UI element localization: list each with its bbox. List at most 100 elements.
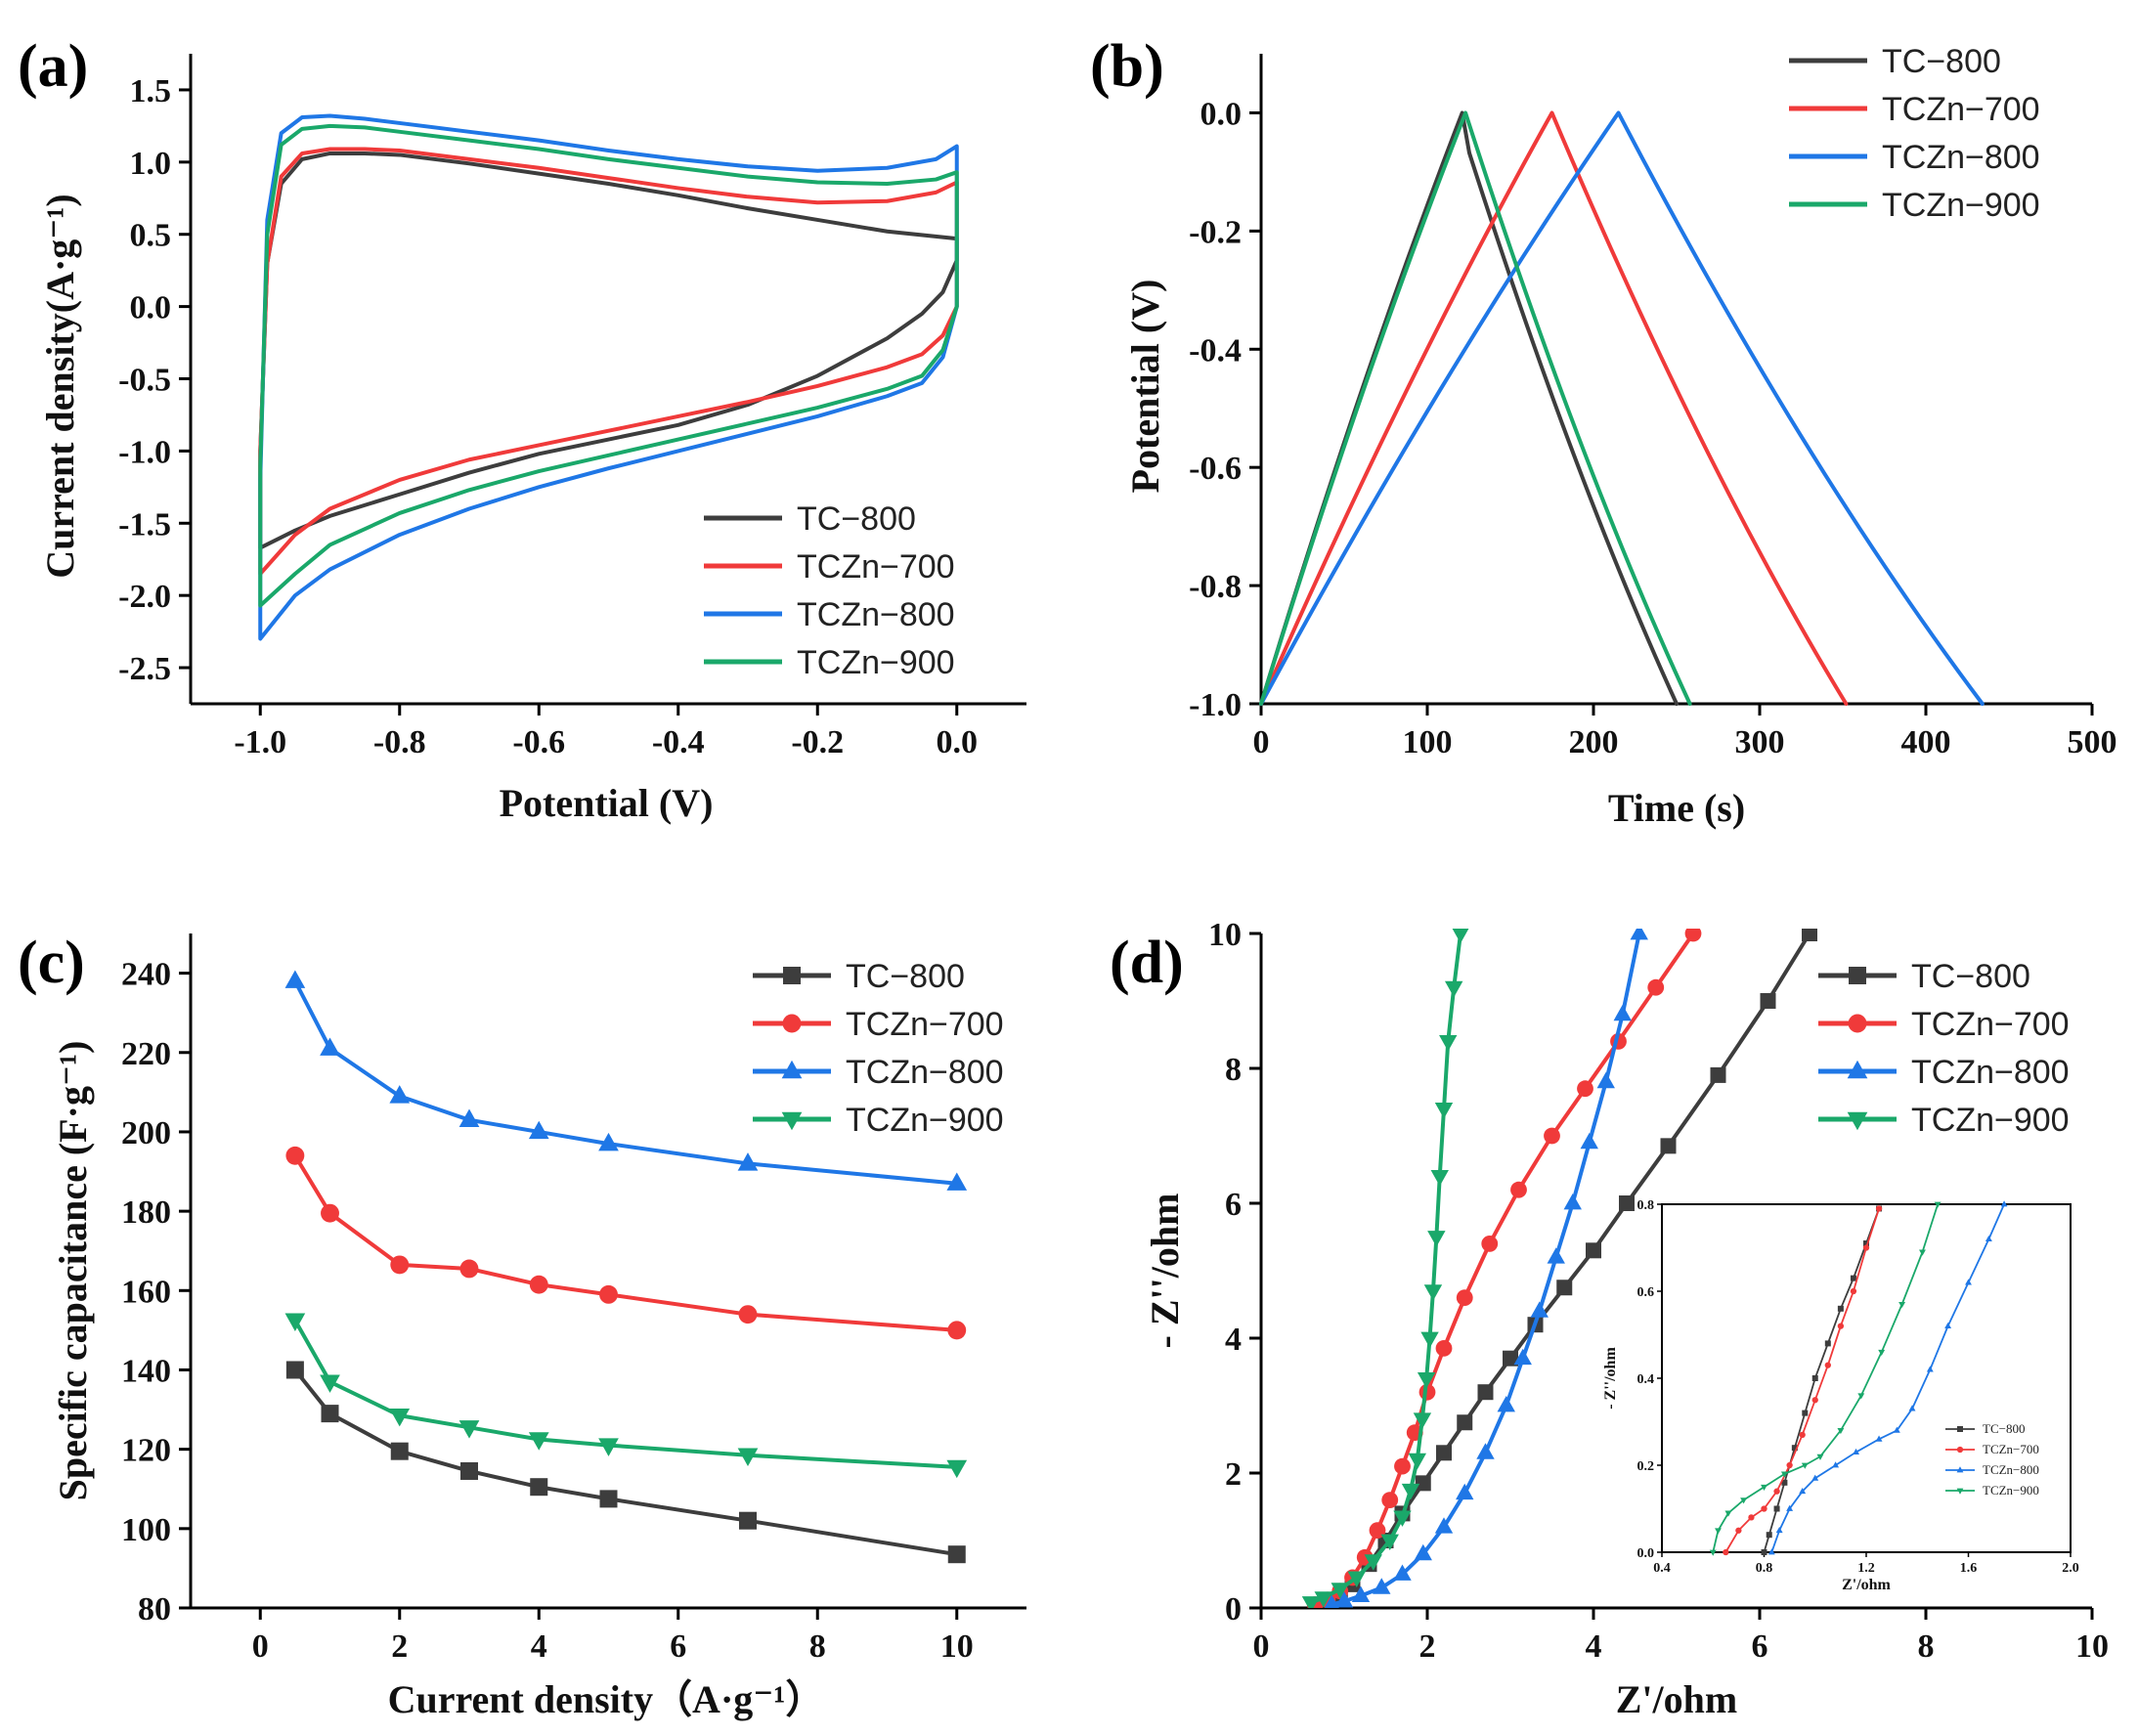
inset-ytick-label: 0.0	[1637, 1546, 1655, 1561]
rate-point-TCZn-900	[598, 1438, 619, 1456]
nyquist-point-TCZn-700	[1481, 1236, 1499, 1252]
inset-point-TC-800	[1766, 1532, 1772, 1539]
rate-line-TCZn-800	[292, 978, 959, 1186]
rate-line-TCZn-700	[292, 1153, 959, 1332]
nyquist-point-TCZn-900	[1331, 1583, 1349, 1599]
inset-point-TCZn-700	[1862, 1244, 1870, 1251]
nyquist-point-TCZn-900	[1452, 929, 1469, 943]
panel-c-x-title: Current density（A·g⁻¹）	[388, 1677, 825, 1721]
nyquist-point-TCZn-800	[1596, 1071, 1615, 1089]
nyquist-point-TC-800	[1503, 1350, 1518, 1367]
panel-b-xtick-label: 200	[1569, 724, 1619, 760]
nyquist-point-TC-800	[1619, 1195, 1635, 1211]
inset-plot: 0.4 0.8 1.2 1.6 2.0 0.0 0.2 0.4 0.6 0.8 Z'/ohm - Z'…	[1602, 1198, 2079, 1593]
panel-b-ytick-label: -1.0	[1189, 687, 1242, 723]
legend-marker-TCZn-800	[781, 1060, 803, 1079]
legend-marker-TC-800	[1849, 967, 1866, 984]
legend-label-TCZn-800: TCZn−800	[1911, 1054, 2070, 1091]
inset-line-TC-800	[1763, 1208, 1880, 1553]
rate-point-TCZn-700	[738, 1305, 758, 1324]
panel-b-label: (b)	[1090, 33, 1164, 100]
nyquist-point-TCZn-900	[1301, 1596, 1321, 1608]
rate-point-TCZn-800	[946, 1172, 968, 1191]
nyquist-point-TCZn-700	[1394, 1457, 1411, 1475]
cv-curve-TCZn-900	[258, 123, 959, 608]
legend-label-TC-800: TC−800	[797, 500, 916, 538]
nyquist-point-TCZn-900	[1401, 1483, 1420, 1500]
panel-b-ytick-label: 0.0	[1200, 96, 1243, 132]
legend-label-TCZn-900: TCZn−900	[846, 1102, 1004, 1139]
rate-point-TCZn-800	[284, 970, 306, 988]
inset-legend-marker-TCZn-900	[1956, 1488, 1964, 1495]
legend-marker-TCZn-900	[781, 1111, 803, 1131]
inset-point-TCZn-800	[1893, 1426, 1900, 1433]
nyquist-point-TCZn-800	[1334, 1591, 1354, 1608]
panel-c-xtick-label: 0	[252, 1628, 269, 1665]
legend-label-TCZn-800: TCZn−800	[1882, 139, 2040, 176]
rate-point-TC-800	[599, 1490, 618, 1508]
nyquist-point-TCZn-800	[1547, 1247, 1565, 1264]
panel-d-ytick-label: 2	[1225, 1456, 1242, 1493]
rate-point-TCZn-800	[528, 1120, 549, 1140]
nyquist-point-TCZn-800	[1513, 1348, 1532, 1366]
rate-point-TCZn-900	[320, 1374, 340, 1393]
panel-d-ytick-label: 4	[1225, 1322, 1242, 1358]
inset-point-TCZn-900	[1857, 1393, 1865, 1400]
legend-label-TCZn-700: TCZn−700	[1882, 91, 2040, 128]
rate-line-TC-800	[292, 1367, 959, 1557]
legend-label-TC-800: TC−800	[1882, 43, 2001, 80]
inset-frame	[1661, 1203, 2072, 1553]
panel-d-xtick-label: 2	[1419, 1628, 1436, 1665]
panel-c-ytick-label: 100	[121, 1512, 171, 1548]
panel-b-xtick-label: 500	[2068, 724, 2117, 760]
panel-a-ytick-label: 0.0	[130, 290, 172, 326]
nyquist-point-TCZn-900	[1427, 1231, 1446, 1247]
panel-c-ytick-label: 160	[121, 1274, 171, 1310]
gcd-curve-TCZn-900	[1259, 110, 1692, 706]
panel-a-ytick-label: -1.0	[118, 434, 171, 470]
inset-xtick-label: 0.8	[1756, 1561, 1773, 1576]
panel-a-ytick-label: -1.5	[118, 506, 171, 542]
rate-point-TCZn-700	[599, 1284, 618, 1304]
nyquist-point-TC-800	[1710, 1066, 1726, 1083]
rate-point-TC-800	[530, 1478, 548, 1497]
legend-label-TCZn-700: TCZn−700	[846, 1006, 1004, 1043]
nyquist-point-TCZn-900	[1423, 1284, 1443, 1301]
rate-point-TC-800	[947, 1545, 966, 1564]
inset-ytick-label: 0.4	[1637, 1372, 1655, 1387]
nyquist-point-TCZn-800	[1373, 1578, 1391, 1594]
inset-point-TCZn-900	[1801, 1462, 1809, 1469]
inset-point-TCZn-900	[1837, 1428, 1845, 1435]
nyquist-point-TC-800	[1477, 1384, 1494, 1401]
legend-label-TCZn-800: TCZn−800	[846, 1054, 1004, 1091]
inset-point-TCZn-700	[1761, 1505, 1767, 1512]
inset-point-TCZn-800	[1944, 1322, 1952, 1328]
panel-a-ytick-label: -0.5	[118, 363, 171, 399]
legend-marker-TC-800	[783, 967, 801, 984]
panel-d-label: (d)	[1110, 930, 1184, 996]
legend-marker-TCZn-700	[1848, 1014, 1867, 1033]
panel-b-ytick-label: -0.2	[1189, 214, 1242, 250]
nyquist-point-TCZn-800	[1630, 929, 1648, 940]
inset-point-TCZn-700	[1875, 1205, 1883, 1212]
inset-point-TCZn-700	[1748, 1514, 1755, 1521]
inset-point-TC-800	[1781, 1479, 1788, 1486]
panel-b-ytick-label: -0.8	[1189, 569, 1242, 605]
nyquist-point-TCZn-800	[1563, 1194, 1582, 1210]
inset-point-TCZn-700	[1824, 1362, 1831, 1368]
rate-point-TCZn-900	[528, 1432, 549, 1451]
nyquist-point-TCZn-900	[1393, 1510, 1412, 1527]
legend-marker-TCZn-700	[782, 1014, 802, 1033]
nyquist-point-TCZn-700	[1544, 1127, 1560, 1145]
rate-point-TC-800	[285, 1361, 304, 1379]
rate-point-TCZn-900	[458, 1420, 480, 1439]
legend-marker-TCZn-800	[1847, 1060, 1868, 1079]
inset-point-TCZn-800	[1875, 1435, 1883, 1442]
legend-label-TCZn-900: TCZn−900	[1911, 1102, 2070, 1139]
nyquist-point-TC-800	[1556, 1280, 1573, 1296]
nyquist-point-TCZn-700	[1510, 1181, 1527, 1198]
gcd-curve-TC-800	[1259, 110, 1679, 706]
inset-point-TCZn-800	[1965, 1279, 1972, 1285]
inset-point-TC-800	[1850, 1275, 1856, 1281]
inset-xtick-label: 1.6	[1960, 1561, 1978, 1576]
